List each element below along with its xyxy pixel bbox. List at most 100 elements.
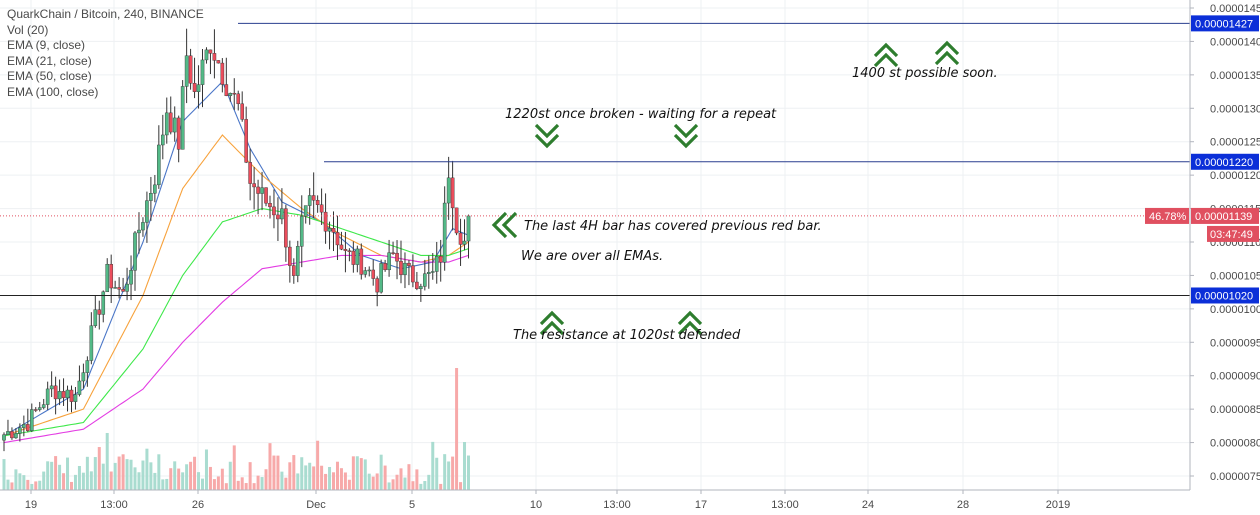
candle-body: [466, 215, 471, 242]
candle-body: [101, 291, 106, 315]
x-tick-label: 13:00: [771, 499, 799, 511]
candle-body: [208, 49, 213, 54]
volume-bar: [399, 468, 403, 490]
candle-body: [319, 204, 324, 213]
volume-bar: [46, 461, 50, 490]
candle-body: [109, 264, 113, 289]
candle-body: [160, 134, 165, 146]
volume-bar: [268, 443, 272, 490]
candle-body: [97, 309, 102, 315]
candle-body: [415, 281, 419, 289]
candle-body: [375, 278, 379, 293]
candle-body: [240, 103, 245, 120]
volume-bar: [272, 455, 276, 490]
candle-body: [442, 202, 447, 263]
candle-body: [434, 255, 439, 272]
volume-bar: [153, 472, 157, 490]
candle-body: [299, 216, 304, 247]
candle-body: [53, 385, 58, 400]
x-tick-label: 28: [957, 499, 969, 511]
candle-body: [145, 200, 149, 223]
candle-body: [232, 92, 237, 95]
volume-bar: [256, 475, 260, 490]
candle-body: [355, 248, 360, 265]
legend-ema50: EMA (50, close): [7, 69, 92, 83]
volume-bar: [2, 459, 6, 490]
volume-bar: [419, 483, 423, 490]
volume-bar: [42, 471, 46, 490]
volume-bar: [407, 464, 411, 490]
candle-body: [343, 248, 348, 251]
candle-body: [303, 205, 308, 217]
volume-bar: [89, 471, 93, 490]
badge-countdown-label: 03:47:49: [1210, 229, 1253, 241]
badge-1020: [1191, 287, 1259, 304]
volume-bar: [447, 461, 451, 490]
volume-bar: [455, 368, 459, 490]
volume-bar: [371, 476, 375, 490]
volume-bar: [129, 459, 133, 490]
candle-body: [311, 195, 316, 201]
candle-body: [323, 211, 328, 232]
annotation-last-4h-bar: The last 4H bar has covered previous red…: [524, 219, 822, 234]
candle-body: [403, 262, 407, 275]
volume-bar: [383, 465, 387, 490]
x-tick-label: 5: [409, 499, 415, 511]
chart-legend: QuarkChain / Bitcoin, 240, BINANCE Vol (…: [7, 7, 204, 100]
candle-body: [2, 434, 6, 441]
volume-bar: [395, 474, 399, 490]
volume-bar: [403, 477, 407, 490]
volume-bar: [220, 468, 224, 490]
volume-bar: [77, 465, 81, 490]
volume-bar: [232, 445, 236, 490]
chevron-up-icon: [934, 50, 960, 66]
candle-body: [121, 289, 125, 292]
volume-bar: [387, 482, 391, 490]
volume-bar: [30, 483, 34, 490]
volume-bar: [466, 455, 470, 490]
volume-bar: [292, 455, 296, 490]
badge-1220: [1191, 153, 1259, 170]
badge-1427: [1191, 15, 1259, 32]
volume-bar: [411, 481, 415, 490]
x-tick-label: 13:00: [100, 499, 128, 511]
volume-bar: [351, 456, 355, 490]
candle-body: [260, 187, 264, 194]
annotation-1220: 1220st once broken - waiting for a repea…: [505, 107, 777, 122]
candle-body: [450, 177, 455, 209]
volume-bar: [161, 479, 165, 490]
candle-body: [423, 273, 427, 287]
ema21-line: [3, 134, 469, 437]
candle-body: [164, 112, 169, 136]
volume-bar: [439, 483, 443, 490]
volume-bar: [276, 455, 280, 490]
legend-ema9: EMA (9, close): [7, 38, 86, 52]
candle-body: [153, 184, 157, 194]
annotation-1400: 1400 st possible soon.: [852, 66, 998, 81]
chevron-up-icon: [873, 52, 899, 68]
volume-bar: [415, 469, 419, 490]
arrow-annotations: [491, 40, 960, 336]
candle-body: [331, 228, 336, 233]
volume-bar: [216, 476, 220, 490]
chevron-down-icon: [534, 133, 560, 149]
volume-bar: [58, 464, 62, 490]
volume-bar: [181, 472, 185, 490]
candle-body: [33, 409, 38, 411]
horizontal-levels: [0, 22, 1190, 296]
chevron-left-icon: [491, 211, 508, 239]
candle-body: [395, 252, 399, 262]
candle-body: [228, 92, 233, 96]
candle-body: [49, 385, 54, 390]
candle-body: [446, 177, 451, 204]
chevron-down-icon: [534, 123, 560, 139]
candle-body: [264, 187, 268, 204]
volume-bar: [97, 447, 101, 490]
volume-bar: [10, 482, 14, 490]
volume-bar: [300, 457, 304, 490]
